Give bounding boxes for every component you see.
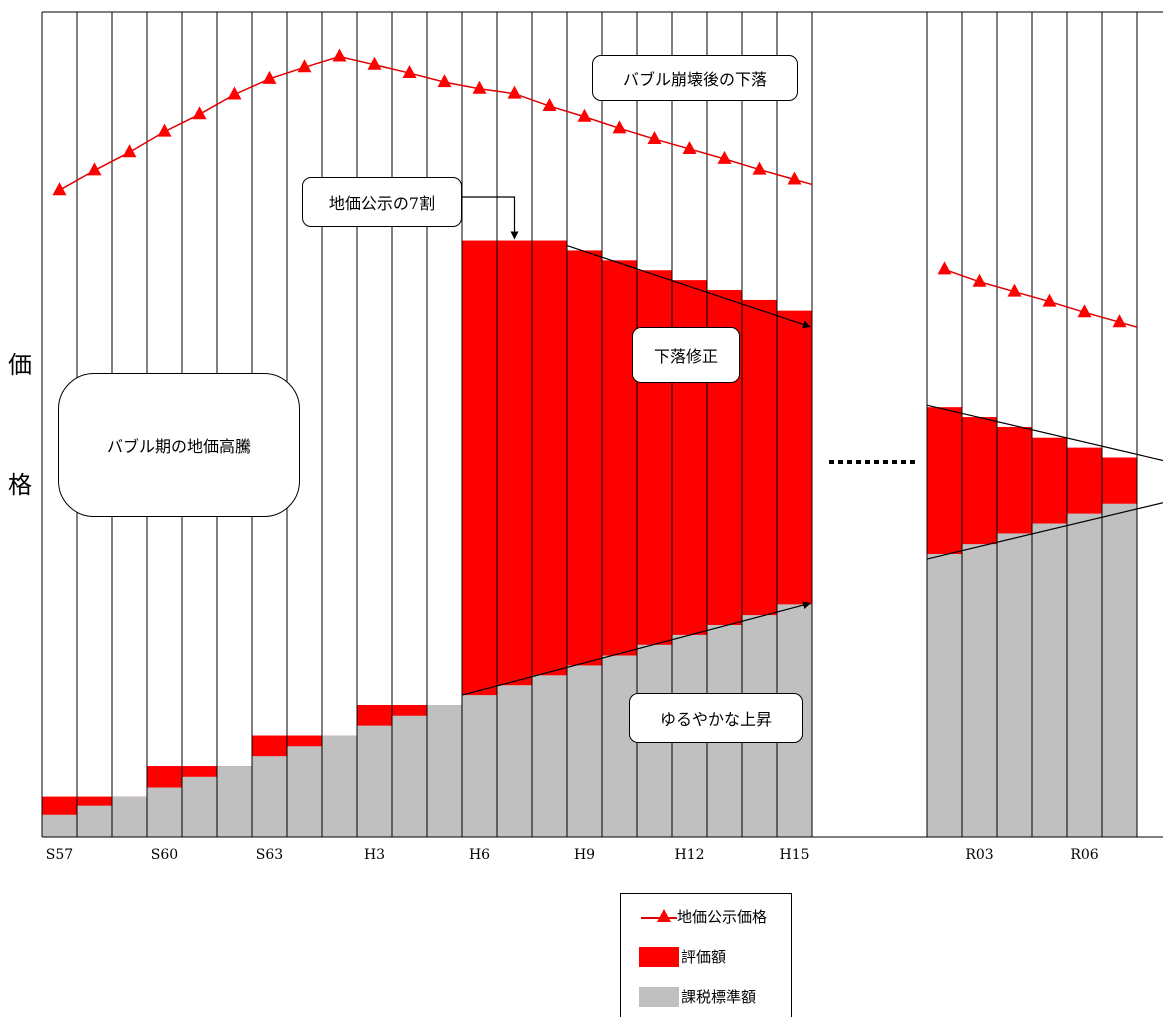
land-price-point-S60 [157,123,172,137]
annotation-70-percent: 地価公示の7割 [302,177,462,227]
land-price-point-H9 [577,108,592,122]
bar-tax-base-H7 [497,685,532,837]
legend-label-tax-base: 課税標準額 [681,988,757,1006]
bar-tax-base-R04 [997,533,1032,837]
legend-label-assessed-value: 評価額 [681,948,727,966]
trend-line-recent-rise [926,502,1163,560]
bar-tax-base-H6 [462,695,497,837]
connector-70-percent-arrow [462,196,519,240]
legend-label-land-price: 地価公示価格 [677,908,768,926]
bar-tax-base-R06 [1067,513,1102,837]
gray-square-icon [639,986,679,1007]
land-price-point-H13 [717,150,732,164]
land-price-point-R02 [937,261,952,275]
legend: 地価公示価格 評価額 課税標準額 [620,893,792,1017]
bar-tax-base-S61 [182,776,217,837]
bar-tax-base-S63 [252,756,287,837]
legend-item-tax-base: 課税標準額 [621,986,756,1007]
bar-tax-base-R03 [962,544,997,837]
trend-arrow-downward-correction [566,244,811,329]
land-price-point-H3 [367,56,382,70]
bar-tax-base-R07 [1102,503,1137,837]
x-tick-label-R06: R06 [1070,847,1098,863]
land-price-point-H8 [542,98,557,112]
land-price-point-H6 [472,80,487,94]
x-tick-label-S57: S57 [46,847,73,863]
bar-tax-base-H4 [392,715,427,837]
bar-tax-base-R02 [927,554,962,837]
y-axis-label-char-1: 価 [8,351,32,379]
x-tick-label-H12: H12 [674,847,704,863]
trend-line-recent-correction [926,404,1163,462]
y-axis-label-char-2: 格 [8,471,32,499]
legend-item-assessed-value: 評価額 [621,946,726,967]
annotation-downward-correction: 下落修正 [632,327,740,383]
land-price-point-S57 [52,182,67,196]
x-tick-label-H6: H6 [469,847,490,863]
land-price-point-H5 [437,74,452,88]
land-price-point-H15 [787,171,802,185]
x-tick-label-S60: S60 [151,847,178,863]
land-price-point-S59 [122,144,137,158]
x-tick-label-S63: S63 [256,847,283,863]
land-price-line-segment-2 [944,268,1138,328]
bar-tax-base-H5 [427,705,462,837]
land-price-point-H2 [332,48,347,62]
land-price-point-R05 [1042,293,1057,307]
land-price-point-H11 [647,131,662,145]
land-price-point-H7 [507,85,522,99]
land-price-point-S61 [192,106,207,120]
bar-tax-base-S59 [112,796,147,837]
annotation-bubble-surge: バブル期の地価高騰 [58,373,300,517]
bar-tax-base-S57 [42,814,77,837]
land-price-point-R04 [1007,283,1022,297]
bar-tax-base-S60 [147,787,182,837]
bar-tax-base-H10 [602,655,637,837]
land-price-point-H10 [612,120,627,134]
land-price-point-H12 [682,140,697,154]
land-price-point-S62 [227,86,242,100]
land-price-point-H4 [402,65,417,79]
bar-tax-base-H9 [567,665,602,837]
trend-arrow-gradual-rise [461,601,811,696]
land-price-point-S63 [262,70,277,84]
land-price-point-R07 [1112,314,1127,328]
bar-tax-base-S58 [77,805,112,837]
red-square-icon [639,946,679,967]
annotation-gradual-rise: ゆるやかな上昇 [629,693,803,743]
x-tick-label-H3: H3 [364,847,385,863]
annotation-bubble-decline: バブル崩壊後の下落 [592,55,798,101]
x-tick-label-H9: H9 [574,847,595,863]
x-tick-label-H15: H15 [779,847,809,863]
bar-tax-base-H2 [322,735,357,837]
land-price-point-R03 [972,273,987,287]
land-price-point-R06 [1077,304,1092,318]
bar-tax-base-S62 [217,766,252,837]
bar-tax-base-R05 [1032,523,1067,837]
bar-tax-base-H1 [287,746,322,837]
land-price-point-S58 [87,162,102,176]
triangle-line-icon [641,908,677,926]
bar-tax-base-H3 [357,725,392,837]
land-price-point-H1 [297,59,312,73]
land-price-point-H14 [752,161,767,175]
x-tick-label-R03: R03 [965,847,993,863]
bar-tax-base-H8 [532,675,567,837]
legend-item-land-price: 地価公示価格 [621,906,767,927]
